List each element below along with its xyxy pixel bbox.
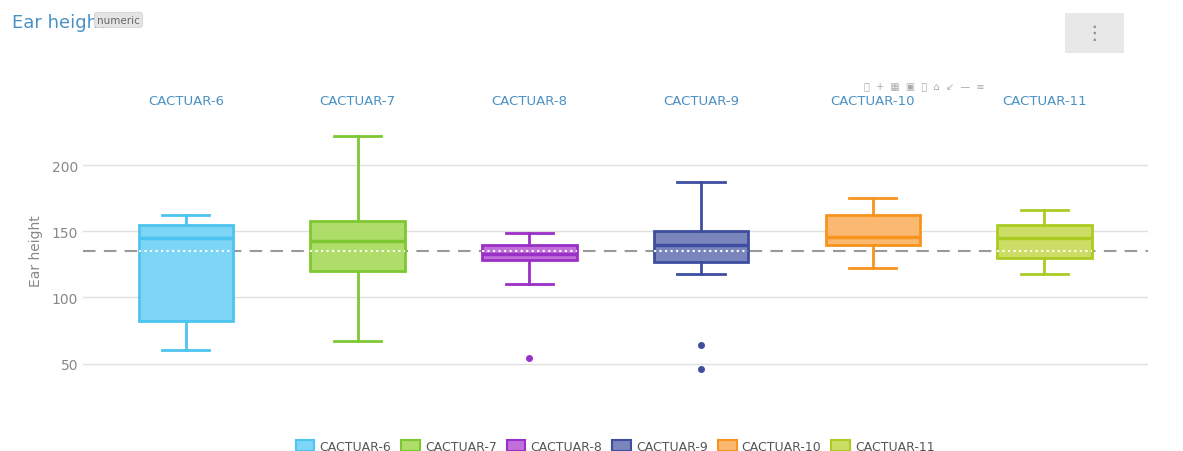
Text: CACTUAR-8: CACTUAR-8 [491, 95, 568, 108]
Text: CACTUAR-6: CACTUAR-6 [148, 95, 224, 108]
PathPatch shape [138, 225, 233, 322]
PathPatch shape [997, 225, 1092, 258]
PathPatch shape [483, 245, 576, 261]
Text: CACTUAR-11: CACTUAR-11 [1002, 95, 1087, 108]
Y-axis label: Ear height: Ear height [30, 215, 44, 286]
Text: CACTUAR-10: CACTUAR-10 [830, 95, 914, 108]
Text: ⋮: ⋮ [1085, 24, 1104, 43]
Text: CACTUAR-9: CACTUAR-9 [662, 95, 739, 108]
Text: CACTUAR-7: CACTUAR-7 [319, 95, 395, 108]
Text: numeric: numeric [97, 16, 140, 26]
Legend: CACTUAR-6, CACTUAR-7, CACTUAR-8, CACTUAR-9, CACTUAR-10, CACTUAR-11: CACTUAR-6, CACTUAR-7, CACTUAR-8, CACTUAR… [291, 435, 939, 451]
Text: 🔍  +  ▦  ▣  ⤢  ⌂  ↙  —  ≡: 🔍 + ▦ ▣ ⤢ ⌂ ↙ — ≡ [864, 81, 984, 91]
Text: Ear height: Ear height [12, 14, 105, 32]
PathPatch shape [654, 232, 749, 262]
PathPatch shape [310, 221, 405, 272]
PathPatch shape [826, 216, 920, 245]
